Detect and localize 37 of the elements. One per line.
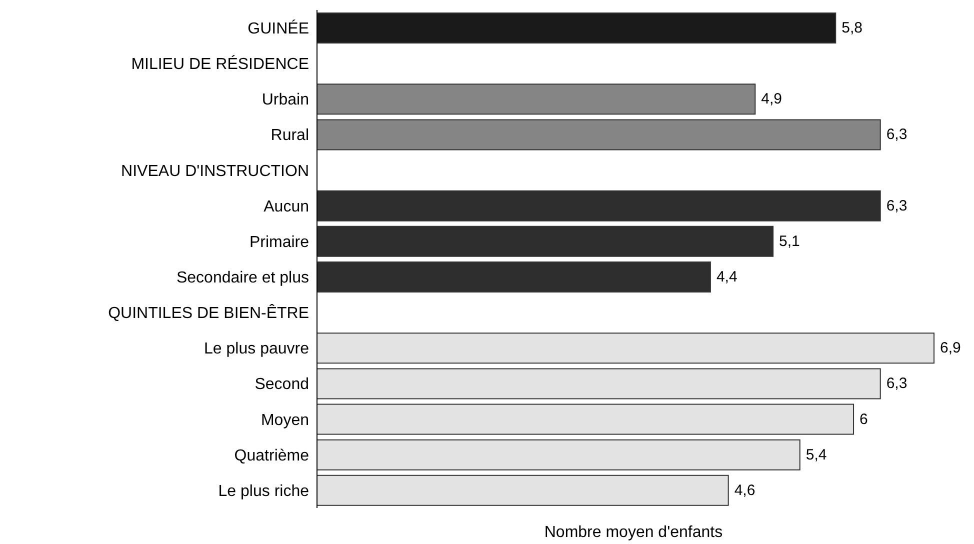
y-tick-label: Aucun bbox=[264, 198, 309, 216]
y-tick-label: MILIEU DE RÉSIDENCE bbox=[131, 55, 309, 74]
bar bbox=[316, 368, 881, 400]
y-tick-label: GUINÉE bbox=[248, 19, 309, 38]
data-label: 6,3 bbox=[886, 375, 908, 392]
data-label: 5,4 bbox=[806, 446, 827, 464]
y-tick-label: Primaire bbox=[249, 234, 310, 251]
y-tick-label: Le plus riche bbox=[218, 482, 310, 500]
y-tick-label: Moyen bbox=[260, 412, 309, 429]
data-label: 5,1 bbox=[779, 232, 800, 250]
bar bbox=[316, 404, 854, 435]
y-tick-label: Quatrième bbox=[234, 447, 310, 464]
data-label: 6,3 bbox=[886, 126, 908, 144]
bar bbox=[316, 226, 774, 257]
bar bbox=[316, 190, 881, 222]
bar bbox=[316, 119, 881, 150]
y-tick-label: Rural bbox=[270, 127, 309, 144]
data-label: 6,3 bbox=[886, 197, 908, 214]
data-label: 4,6 bbox=[734, 482, 756, 499]
x-axis-title: Nombre moyen d'enfants bbox=[543, 524, 724, 542]
y-tick-label: NIVEAU D'INSTRUCTION bbox=[121, 162, 309, 180]
y-tick-label: Secondaire et plus bbox=[176, 269, 309, 286]
y-tick-label: Second bbox=[254, 376, 309, 394]
data-label: 4,4 bbox=[716, 268, 738, 286]
bar bbox=[316, 12, 836, 44]
bar bbox=[316, 332, 934, 364]
data-label: 5,8 bbox=[842, 20, 862, 36]
bar bbox=[316, 474, 729, 506]
data-label: 6,9 bbox=[940, 340, 961, 357]
y-tick-label: Le plus pauvre bbox=[204, 340, 310, 358]
bar bbox=[316, 262, 711, 292]
data-label: 4,9 bbox=[761, 90, 782, 108]
y-tick-label: QUINTILES DE BIEN-ÊTRE bbox=[108, 304, 309, 322]
data-label: 6 bbox=[860, 410, 868, 428]
bar bbox=[316, 439, 800, 470]
bar bbox=[316, 84, 756, 115]
y-tick-label: Urbain bbox=[262, 92, 309, 109]
